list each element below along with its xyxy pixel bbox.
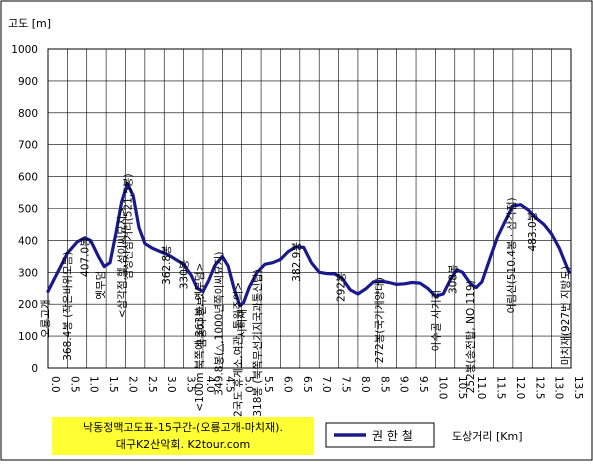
x-tick-label: 1.5 — [107, 376, 119, 393]
annotation-label: 아수골 사거리 — [430, 290, 442, 351]
annotation-label: 308봉 — [448, 264, 460, 294]
y-tick-label: 500 — [18, 204, 38, 216]
y-tick-label: 800 — [18, 108, 38, 120]
annotation-label: 292봉 — [335, 272, 347, 302]
y-tick-label: 1000 — [11, 44, 38, 56]
x-tick-label: 6.5 — [301, 376, 313, 393]
x-tick-label: 8.0 — [359, 376, 371, 393]
y-tick-label: 700 — [18, 140, 38, 152]
legend-label: 권 한 철 — [372, 429, 413, 443]
x-tick-label: 9.0 — [398, 376, 410, 393]
y-tick-label: 900 — [18, 76, 38, 88]
x-tick-label: 9.5 — [417, 376, 429, 393]
x-tick-label: 3.0 — [165, 376, 177, 393]
x-tick-label: 0.0 — [49, 376, 61, 393]
x-tick-label: 12.5 — [533, 376, 545, 399]
annotation-label: 272봉(국기게양대) — [374, 277, 386, 363]
x-tick-label: 0.5 — [68, 376, 80, 393]
annotation-label: 어림산(510.4봉 · 삼각점) — [506, 197, 518, 313]
caption-block: 낙동정맥고도표-15구간-(오룡고개-마치재). 대구K2산악회. K2tour… — [52, 417, 314, 455]
annotation-label: 마치재(927번 지방도) — [560, 266, 572, 365]
y-tick-label: 200 — [18, 299, 38, 311]
annotation-label: 349.8봉(△,1000년쪽이씨묘지) — [213, 252, 225, 396]
x-tick-label: 6.0 — [281, 376, 293, 393]
caption-line-2: 대구K2산악회. K2tour.com — [116, 438, 251, 451]
y-axis-label: 고도 [m] — [8, 17, 51, 30]
annotation-label: 368.4봉 (작은바위모듬) — [61, 252, 74, 361]
legend: 권 한 철 — [326, 423, 434, 447]
annotation-label: 252봉(송전탑, NO 119) — [465, 280, 477, 393]
x-tick-label: 11.5 — [495, 376, 507, 399]
x-tick-label: 10.0 — [436, 376, 448, 399]
x-tick-label: 7.5 — [340, 376, 352, 393]
y-tick-label: 0 — [31, 363, 38, 375]
annotation-label: 318봉 (북쪽무선기지국과통신탑) — [252, 269, 264, 417]
annotation-label: 옛무덤 — [95, 271, 107, 300]
annotation-label: <2국도 휴게소,여관, 통원주의> — [233, 282, 245, 426]
caption-line-1: 낙동정맥고도표-15구간-(오룡고개-마치재). — [83, 421, 283, 434]
x-axis-label: 도상거리 [Km] — [452, 430, 523, 443]
y-tick-label: 300 — [18, 267, 38, 279]
y-tick-label: 400 — [18, 235, 38, 247]
x-tick-label: 13.0 — [553, 376, 565, 399]
y-tick-label: 600 — [18, 172, 38, 184]
x-tick-label: 12.0 — [514, 376, 526, 399]
annotation-label: <삼각점,헬,성이씨묘지> — [116, 207, 128, 318]
annotation-label: 330봉 — [178, 259, 190, 289]
annotation-label: 시티재 — [237, 309, 249, 338]
annotation-label: 금동지 안부 — [196, 296, 208, 348]
x-tick-label: 2.0 — [126, 376, 138, 393]
y-tick-label: 100 — [18, 331, 38, 343]
x-tick-label: 7.0 — [320, 376, 332, 393]
x-tick-label: 8.5 — [378, 376, 390, 393]
annotation-label: 오룡고개 — [40, 299, 52, 338]
x-tick-label: 1.0 — [88, 376, 100, 393]
annotation-label: 483.0봉 — [527, 211, 539, 251]
x-tick-label: 13.5 — [572, 376, 584, 399]
annotation-label: 407.0봉 — [80, 237, 92, 277]
annotation-label: 382.9봉 — [291, 242, 303, 282]
x-tick-label: 2.5 — [146, 376, 158, 393]
annotation-label: 362.8봉 — [161, 245, 173, 285]
